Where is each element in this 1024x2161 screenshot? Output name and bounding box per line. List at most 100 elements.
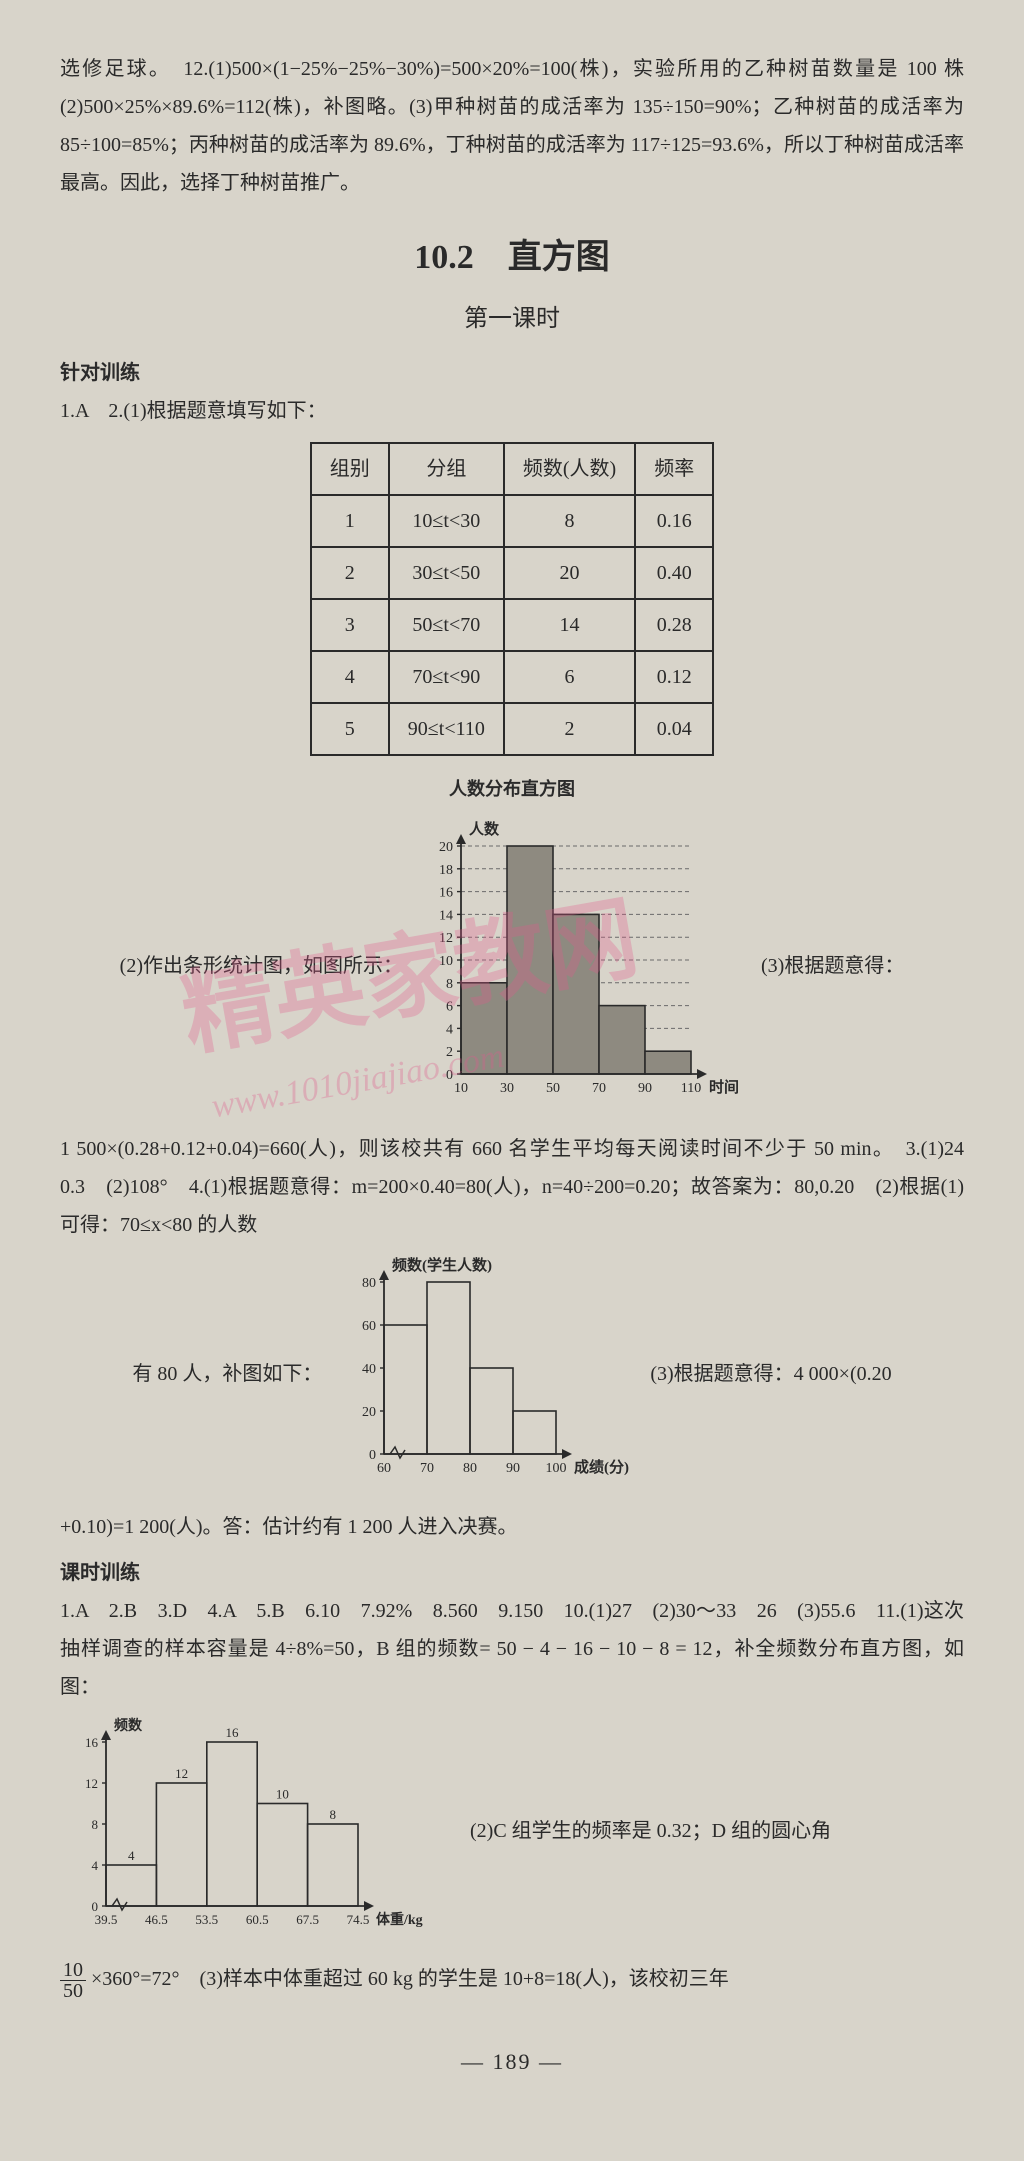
svg-text:60.5: 60.5 [246, 1912, 269, 1927]
table-cell: 70≤t<90 [389, 651, 504, 703]
histogram-weight: 41216108048121639.546.553.560.567.574.5频… [60, 1716, 440, 1946]
svg-text:4: 4 [92, 1858, 99, 1873]
chart1-row: (2)作出条形统计图，如图所示： 0 2 4 6 8 10 12 14 16 18 20 10 30 50… [60, 816, 964, 1116]
svg-text:16: 16 [439, 886, 453, 901]
table-cell: 0.12 [635, 651, 713, 703]
table-cell: 2 [311, 547, 389, 599]
page-number: — 189 — [60, 2041, 964, 2083]
svg-text:成绩(分): 成绩(分) [574, 1458, 629, 1476]
svg-text:50: 50 [546, 1081, 560, 1096]
table-header: 频率 [635, 443, 713, 495]
table-cell: 3 [311, 599, 389, 651]
svg-text:10: 10 [439, 954, 453, 969]
svg-text:时间: 时间 [709, 1078, 739, 1096]
chart1-left-text: (2)作出条形统计图，如图所示： [120, 947, 403, 985]
svg-text:70: 70 [592, 1081, 606, 1096]
svg-text:67.5: 67.5 [296, 1912, 319, 1927]
svg-text:12: 12 [175, 1766, 188, 1781]
histogram-score: 0 20 40 60 80 60 70 80 90 100 频数(学生人数) 成绩(分) [336, 1254, 636, 1494]
svg-text:8: 8 [330, 1807, 337, 1822]
svg-text:12: 12 [85, 1776, 98, 1791]
svg-text:60: 60 [362, 1319, 376, 1334]
table-header: 分组 [389, 443, 504, 495]
page-content: 选修足球。 12.(1)500×(1−25%−25%−30%)=500×20%=… [60, 50, 964, 2083]
table-header: 频数(人数) [504, 443, 635, 495]
after-chart2: +0.10)=1 200(人)。答：估计约有 1 200 人进入决赛。 [60, 1508, 964, 1546]
line-1a2: 1.A 2.(1)根据题意填写如下： [60, 392, 964, 430]
svg-text:80: 80 [362, 1276, 376, 1291]
table-row: 350≤t<70140.28 [311, 599, 713, 651]
svg-text:2: 2 [446, 1046, 453, 1061]
chart1-right-text: (3)根据题意得： [761, 947, 904, 985]
svg-text:20: 20 [439, 840, 453, 855]
chart2-right-text: (3)根据题意得：4 000×(0.20 [650, 1355, 891, 1393]
svg-text:70: 70 [420, 1461, 434, 1476]
svg-text:频数(学生人数): 频数(学生人数) [392, 1256, 492, 1274]
table-cell: 6 [504, 651, 635, 703]
svg-text:18: 18 [439, 863, 453, 878]
svg-text:8: 8 [446, 977, 453, 992]
intro-paragraph: 选修足球。 12.(1)500×(1−25%−25%−30%)=500×20%=… [60, 50, 964, 202]
svg-text:16: 16 [226, 1725, 240, 1740]
table-row: 110≤t<3080.16 [311, 495, 713, 547]
final-line: 10 50 ×360°=72° (3)样本中体重超过 60 kg 的学生是 10… [60, 1960, 964, 2001]
svg-text:12: 12 [439, 932, 453, 947]
svg-text:20: 20 [362, 1405, 376, 1420]
svg-text:60: 60 [377, 1461, 391, 1476]
svg-text:90: 90 [638, 1081, 652, 1096]
svg-text:14: 14 [439, 909, 453, 924]
svg-text:74.5: 74.5 [347, 1912, 370, 1927]
table-row: 230≤t<50200.40 [311, 547, 713, 599]
svg-text:人数: 人数 [469, 820, 500, 838]
subhead-targeted: 针对训练 [60, 354, 964, 392]
table-cell: 30≤t<50 [389, 547, 504, 599]
table-cell: 1 [311, 495, 389, 547]
table-cell: 50≤t<70 [389, 599, 504, 651]
svg-text:90: 90 [506, 1461, 520, 1476]
svg-text:4: 4 [128, 1848, 135, 1863]
svg-text:0: 0 [446, 1068, 453, 1083]
table-cell: 2 [504, 703, 635, 755]
svg-text:10: 10 [276, 1787, 289, 1802]
svg-text:80: 80 [463, 1461, 477, 1476]
subtitle: 第一课时 [60, 297, 964, 343]
chart2-left-text: 有 80 人，补图如下： [132, 1355, 322, 1393]
svg-text:0: 0 [369, 1448, 376, 1463]
table-cell: 10≤t<30 [389, 495, 504, 547]
table-header: 组别 [311, 443, 389, 495]
svg-text:30: 30 [500, 1081, 514, 1096]
svg-text:6: 6 [446, 1000, 453, 1015]
section-title: 10.2 直方图 [60, 226, 964, 291]
svg-text:40: 40 [362, 1362, 376, 1377]
table-cell: 5 [311, 703, 389, 755]
chart3-right-text: (2)C 组学生的频率是 0.32；D 组的圆心角 [470, 1812, 831, 1850]
table-row: 470≤t<9060.12 [311, 651, 713, 703]
keshi-line: 1.A 2.B 3.D 4.A 5.B 6.10 7.92% 8.560 9.1… [60, 1592, 964, 1706]
frequency-table: 组别分组频数(人数)频率 110≤t<3080.16230≤t<50200.40… [310, 442, 714, 756]
svg-text:100: 100 [546, 1461, 567, 1476]
svg-text:体重/kg: 体重/kg [376, 1911, 423, 1928]
histogram-reading-time: 024681012141618201030507090110人数时间 [417, 816, 747, 1116]
chart1-title-above: 人数分布直方图 [60, 772, 964, 806]
svg-text:53.5: 53.5 [195, 1912, 218, 1927]
svg-text:8: 8 [92, 1817, 99, 1832]
mid-paragraph: 1 500×(0.28+0.12+0.04)=660(人)，则该校共有 660 … [60, 1130, 964, 1244]
table-cell: 14 [504, 599, 635, 651]
table-cell: 8 [504, 495, 635, 547]
svg-text:39.5: 39.5 [95, 1912, 118, 1927]
subhead-keshi: 课时训练 [60, 1554, 964, 1592]
table-cell: 90≤t<110 [389, 703, 504, 755]
svg-text:16: 16 [85, 1735, 99, 1750]
svg-text:4: 4 [446, 1023, 453, 1038]
table-cell: 0.28 [635, 599, 713, 651]
table-row: 590≤t<11020.04 [311, 703, 713, 755]
table-cell: 4 [311, 651, 389, 703]
chart2-row: 有 80 人，补图如下： 0 20 40 60 80 60 70 80 90 100 频数(学生人数… [60, 1254, 964, 1494]
svg-text:10: 10 [454, 1081, 468, 1096]
svg-text:频数: 频数 [114, 1717, 143, 1734]
svg-text:46.5: 46.5 [145, 1912, 168, 1927]
table-cell: 0.40 [635, 547, 713, 599]
table-cell: 20 [504, 547, 635, 599]
table-cell: 0.04 [635, 703, 713, 755]
table-cell: 0.16 [635, 495, 713, 547]
